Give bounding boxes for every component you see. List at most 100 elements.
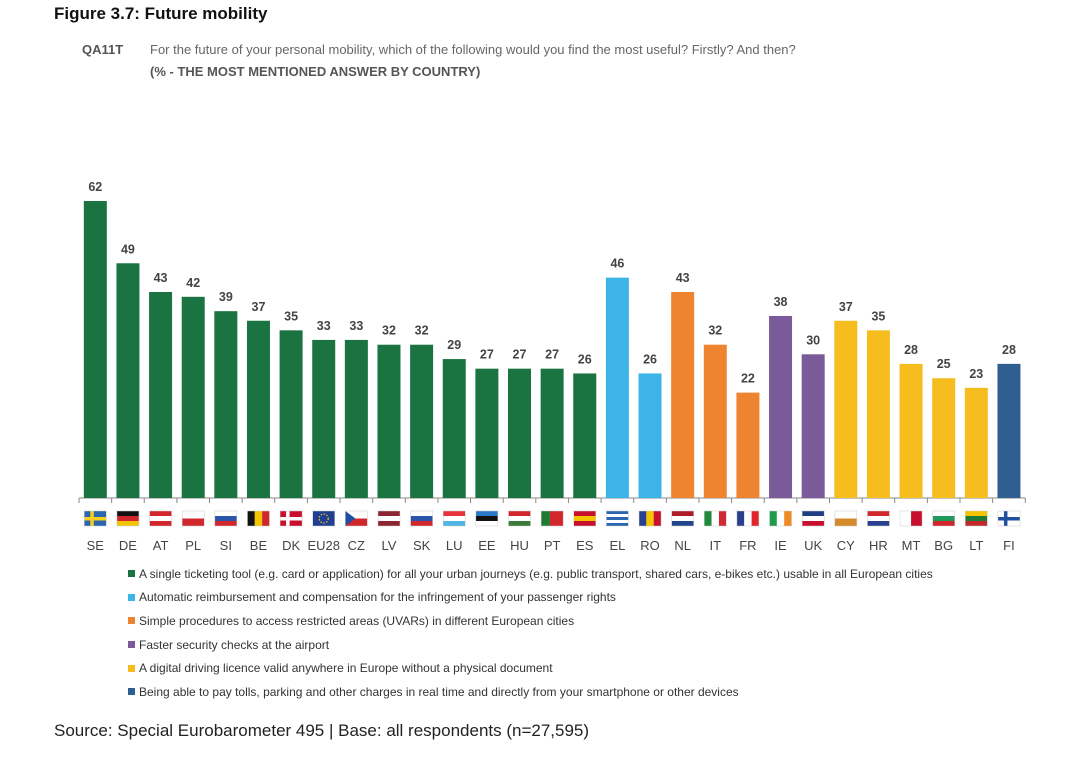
x-tick-label-lu: LU <box>446 538 463 553</box>
legend-label: A digital driving licence valid anywhere… <box>139 661 553 676</box>
data-label-mt: 28 <box>904 343 918 357</box>
flag-cz-icon <box>345 510 368 527</box>
legend-swatch <box>128 664 135 672</box>
data-label-sk: 32 <box>415 324 429 338</box>
bar-eu28 <box>312 339 336 498</box>
flag-si-icon <box>214 510 238 527</box>
data-label-it: 32 <box>708 324 722 338</box>
flag-sk-icon <box>410 510 433 527</box>
legend-swatch <box>128 617 135 625</box>
bar-de <box>116 263 140 498</box>
legend: A single ticketing tool (e.g. card or ap… <box>128 562 933 704</box>
flag-fi-icon <box>997 510 1021 527</box>
legend-label: Faster security checks at the airport <box>139 637 330 652</box>
legend-item: A single ticketing tool (e.g. card or ap… <box>128 562 933 586</box>
data-label-hr: 35 <box>871 309 885 323</box>
data-label-ee: 27 <box>480 348 494 362</box>
flag-pl-icon <box>181 510 205 527</box>
data-label-lv: 32 <box>382 324 396 338</box>
question-code: QA11T <box>82 42 124 57</box>
bar-ro <box>638 373 662 498</box>
data-label-bg: 25 <box>937 357 951 371</box>
bar-chart: 62 SE 49 DE 43 AT 42 PL 39 SI 37 BE 35 DK 33 EU28 33 CZ 32… <box>78 180 1026 553</box>
bar-es <box>573 373 597 498</box>
data-label-el: 46 <box>610 257 624 271</box>
data-label-fi: 28 <box>1002 343 1016 357</box>
legend-item: Automatic reimbursement and compensation… <box>128 586 933 610</box>
bar-se <box>83 201 107 498</box>
flag-be-icon <box>247 510 270 527</box>
x-tick-label-es: ES <box>576 538 594 553</box>
data-label-nl: 43 <box>676 271 690 285</box>
flag-hr-icon <box>867 510 890 527</box>
flag-fr-icon <box>736 510 760 527</box>
bar-bg <box>932 378 956 498</box>
data-label-es: 26 <box>578 352 592 366</box>
data-label-ro: 26 <box>643 352 657 366</box>
legend-item: A digital driving licence valid anywhere… <box>128 656 933 680</box>
legend-swatch <box>128 570 135 578</box>
flag-bg-icon <box>932 510 955 527</box>
data-label-de: 49 <box>121 242 135 256</box>
x-tick-label-ie: IE <box>774 538 787 553</box>
flag-at-icon <box>149 510 172 527</box>
data-label-hu: 27 <box>513 348 527 362</box>
flag-hu-icon <box>508 510 531 527</box>
flag-it-icon <box>704 510 727 527</box>
x-tick-label-cz: CZ <box>348 538 365 553</box>
data-label-lu: 29 <box>447 338 461 352</box>
data-label-ie: 38 <box>774 295 788 309</box>
x-tick-label-hu: HU <box>510 538 529 553</box>
flag-cy-icon <box>834 510 858 527</box>
bar-fi <box>997 363 1021 498</box>
flag-lv-icon <box>377 510 401 527</box>
bar-pl <box>181 296 205 498</box>
x-tick-label-pt: PT <box>544 538 561 553</box>
bar-uk <box>801 354 825 498</box>
flag-nl-icon <box>671 510 694 527</box>
legend-item: Faster security checks at the airport <box>128 633 933 657</box>
x-tick-label-uk: UK <box>804 538 822 553</box>
x-tick-label-ro: RO <box>640 538 660 553</box>
flag-eu28-icon <box>312 510 335 527</box>
data-label-pt: 27 <box>545 348 559 362</box>
x-tick-label-hr: HR <box>869 538 888 553</box>
bar-hu <box>508 368 532 498</box>
legend-label: Simple procedures to access restricted a… <box>139 613 575 628</box>
bar-cy <box>834 320 858 498</box>
flag-es-icon <box>573 510 597 527</box>
flag-lu-icon <box>442 510 466 527</box>
x-tick-label-el: EL <box>609 538 625 553</box>
data-label-lt: 23 <box>969 367 983 381</box>
data-label-be: 37 <box>252 300 266 314</box>
x-tick-label-it: IT <box>710 538 722 553</box>
x-tick-label-dk: DK <box>282 538 300 553</box>
bar-si <box>214 311 238 498</box>
data-label-cz: 33 <box>349 319 363 333</box>
flag-ie-icon <box>769 510 792 527</box>
legend-item: Simple procedures to access restricted a… <box>128 609 933 633</box>
x-tick-label-eu28: EU28 <box>307 538 340 553</box>
legend-swatch <box>128 641 135 649</box>
x-tick-label-se: SE <box>87 538 105 553</box>
data-label-cy: 37 <box>839 300 853 314</box>
x-tick-label-at: AT <box>153 538 169 553</box>
flag-uk-icon <box>801 510 825 527</box>
bar-nl <box>671 292 695 498</box>
data-label-dk: 35 <box>284 309 298 323</box>
x-tick-label-nl: NL <box>674 538 691 553</box>
bar-dk <box>279 330 303 498</box>
x-tick-label-be: BE <box>250 538 268 553</box>
bar-ee <box>475 368 499 498</box>
bar-hr <box>866 330 890 498</box>
x-tick-label-sk: SK <box>413 538 431 553</box>
question-subtitle: (% - THE MOST MENTIONED ANSWER BY COUNTR… <box>150 64 481 79</box>
question-text: For the future of your personal mobility… <box>150 42 796 57</box>
legend-swatch <box>128 688 135 696</box>
flag-ee-icon <box>475 510 499 527</box>
bar-cz <box>344 339 368 498</box>
x-tick-label-de: DE <box>119 538 137 553</box>
bar-at <box>149 292 173 498</box>
data-label-at: 43 <box>154 271 168 285</box>
bar-mt <box>899 363 923 498</box>
